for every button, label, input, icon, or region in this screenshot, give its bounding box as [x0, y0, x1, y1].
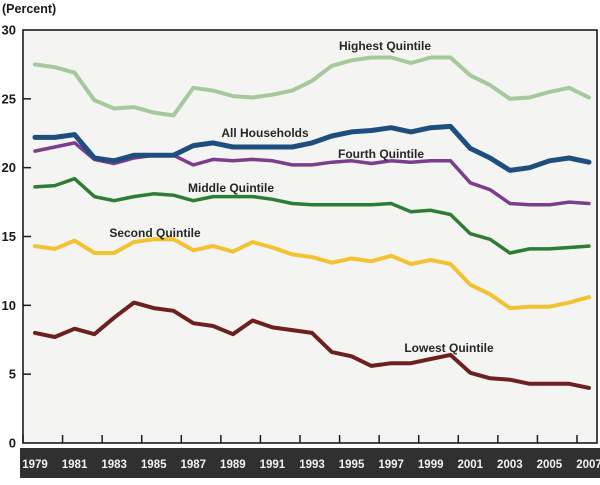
x-tick-label: 1981	[62, 459, 88, 471]
series-label-lowest-quintile: Lowest Quintile	[404, 341, 494, 355]
y-tick-label: 30	[2, 23, 16, 38]
x-tick-label: 1999	[418, 459, 444, 471]
series-label-middle-quintile: Middle Quintile	[188, 181, 274, 195]
series-line-all-households	[32, 123, 592, 173]
x-tick-label: 1993	[299, 459, 325, 471]
x-axis-band	[20, 448, 600, 478]
y-tick-label: 0	[9, 436, 16, 451]
series-line-lowest-quintile	[33, 300, 591, 390]
plot-area	[23, 30, 597, 443]
y-tick-label: 15	[2, 229, 16, 244]
x-tick-label: 1987	[180, 459, 206, 471]
series-label-highest-quintile: Highest Quintile	[339, 39, 431, 53]
y-tick-label: 5	[9, 367, 16, 382]
series-line-highest-quintile	[33, 55, 591, 118]
series-label-second-quintile: Second Quintile	[109, 226, 201, 240]
series-label-all-households: All Households	[221, 126, 309, 140]
series-label-fourth-quintile: Fourth Quintile	[338, 147, 424, 161]
x-tick-label: 1997	[378, 459, 404, 471]
x-tick-label: 1995	[339, 459, 365, 471]
y-tick-label: 25	[2, 91, 16, 106]
x-tick-label: 2003	[497, 459, 523, 471]
series-line-middle-quintile	[33, 176, 591, 255]
x-tick-label: 1979	[22, 459, 48, 471]
series-line-fourth-quintile	[33, 141, 591, 207]
x-tick-label: 1989	[220, 459, 246, 471]
plot-border	[22, 29, 598, 444]
y-tick-label: 20	[2, 160, 16, 175]
x-tick-label: 2007	[576, 459, 600, 471]
series-line-second-quintile	[33, 237, 591, 311]
x-tick-label: 1991	[260, 459, 286, 471]
x-tick-label: 2005	[537, 459, 563, 471]
x-tick-label: 2001	[457, 459, 483, 471]
x-tick-label: 1985	[141, 459, 167, 471]
x-tick-label: 1983	[101, 459, 127, 471]
y-axis-unit-label: (Percent)	[2, 2, 57, 16]
y-tick-label: 10	[2, 298, 16, 313]
